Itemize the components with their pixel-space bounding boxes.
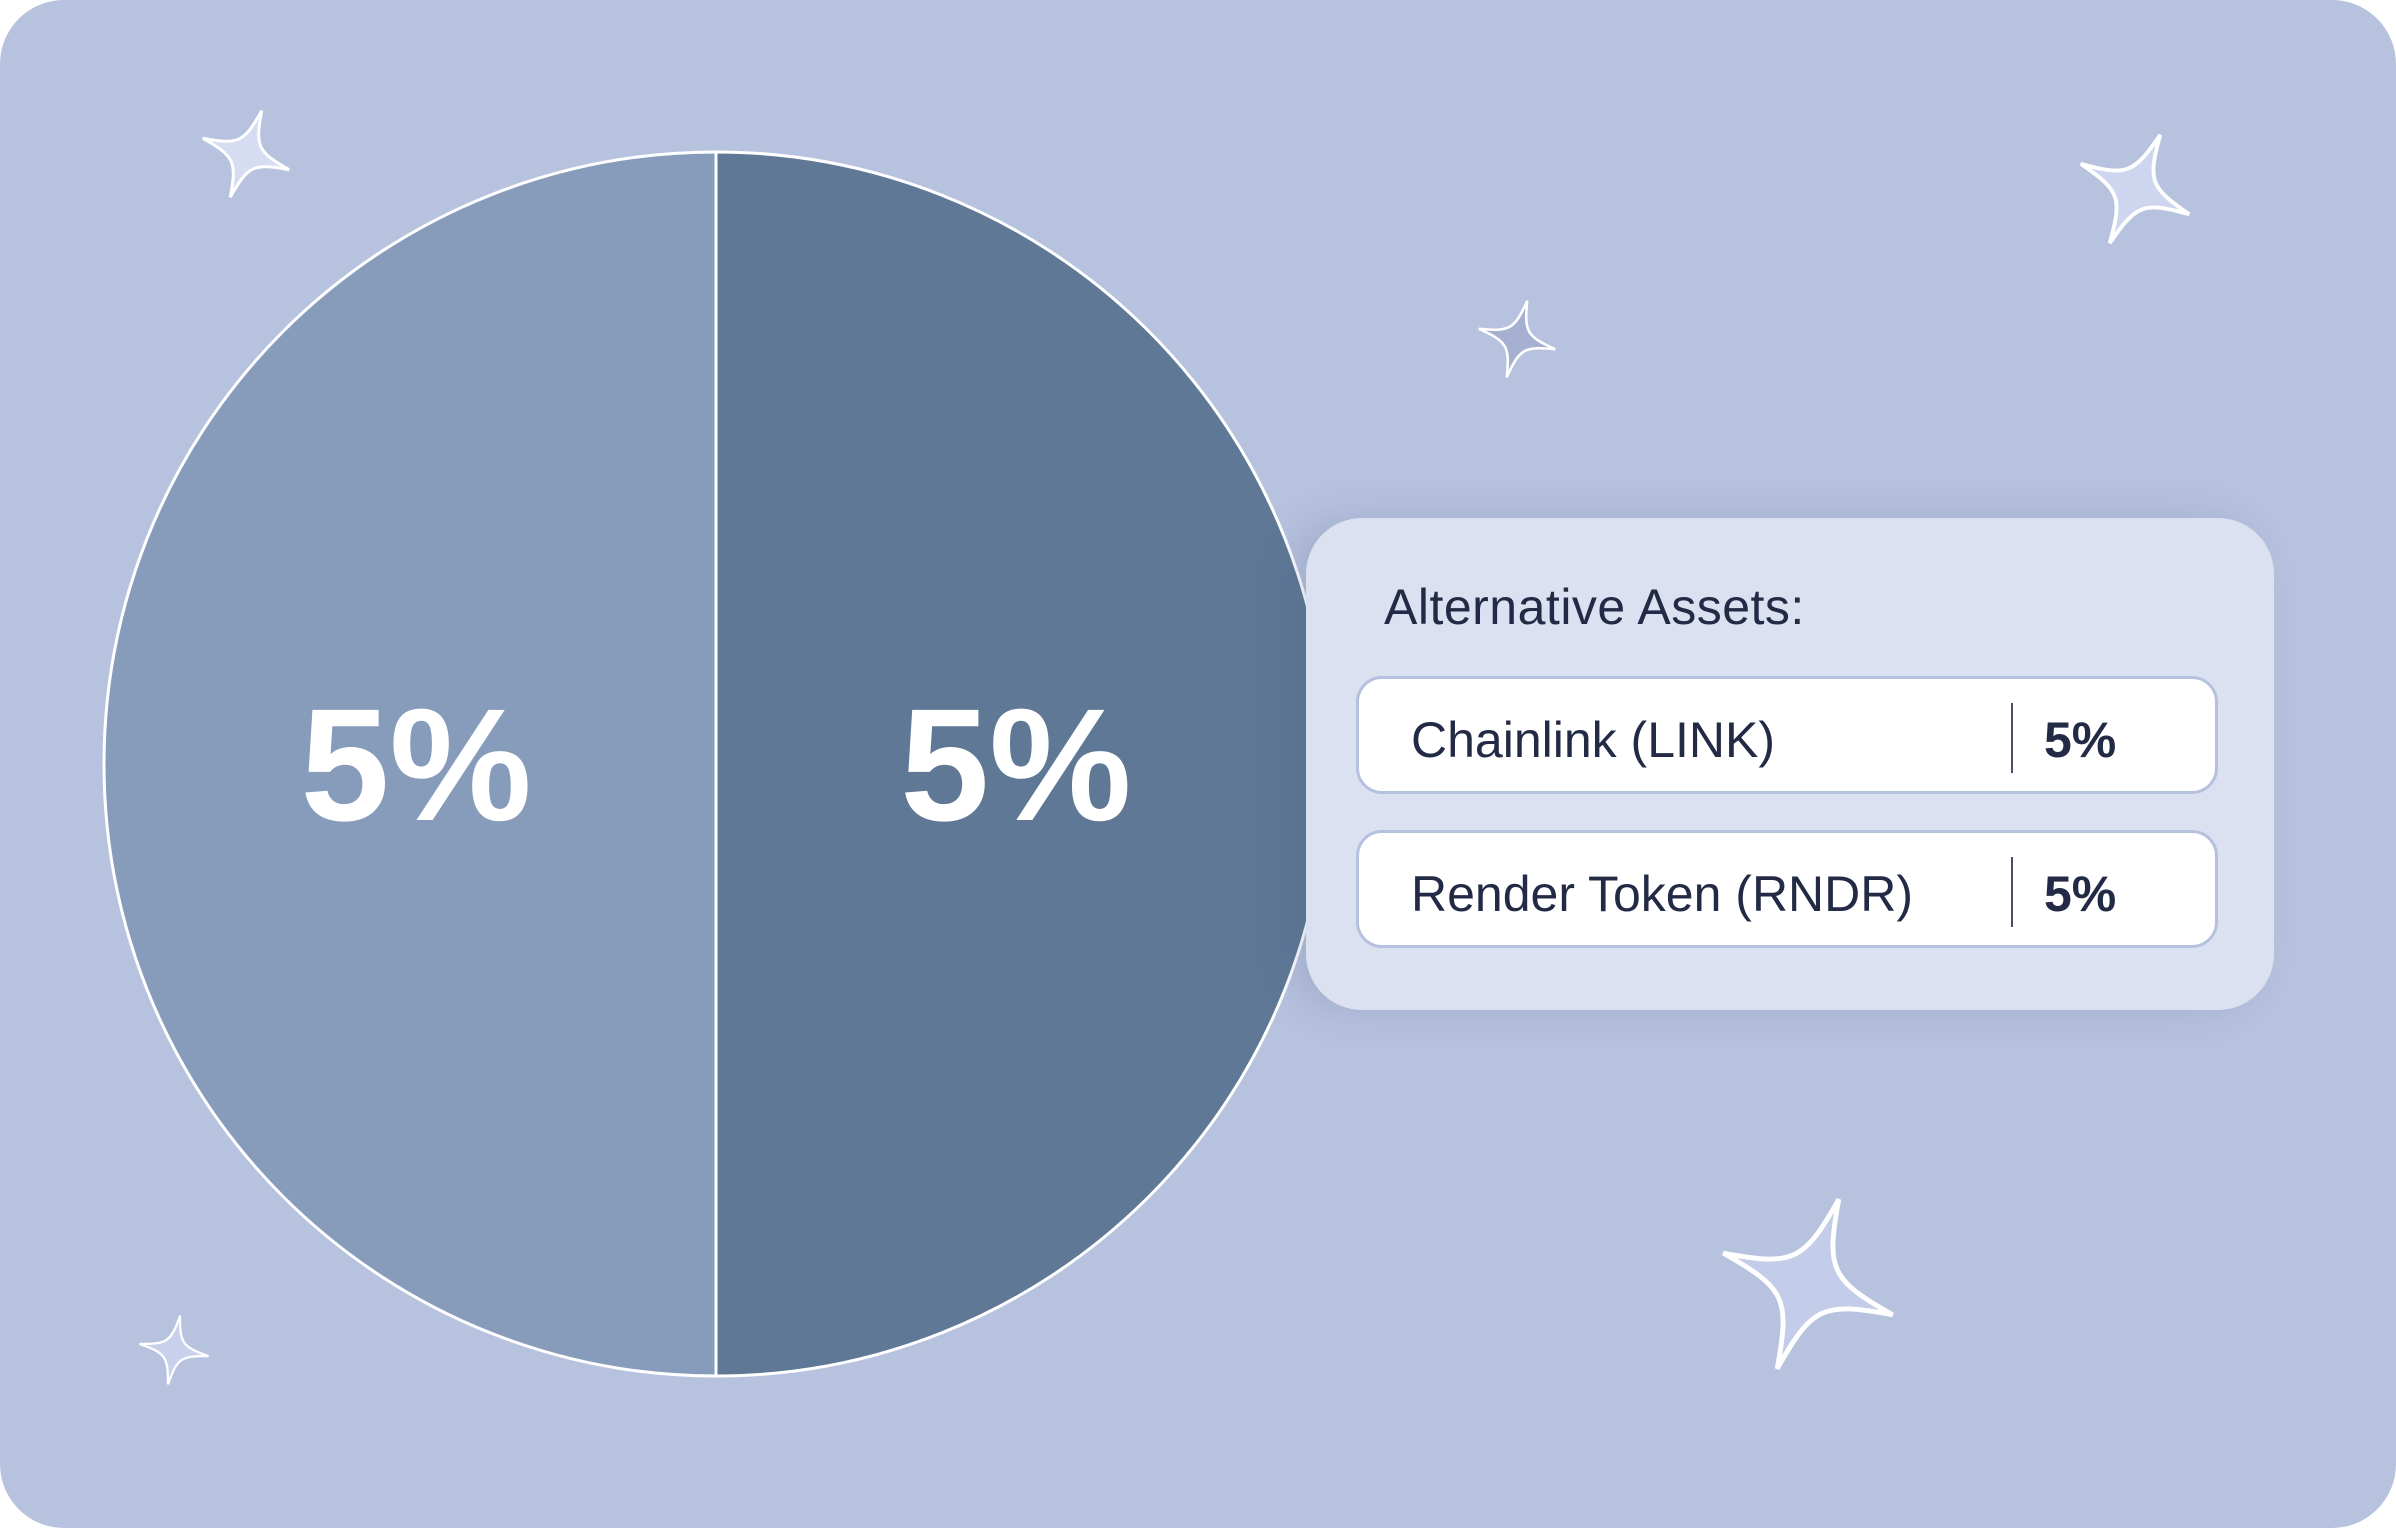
sparkle-icon: [2079, 133, 2191, 245]
legend-item-value: 5%: [2044, 866, 2117, 922]
pie-slice: [102, 150, 718, 1378]
legend-title: Alternative Assets:: [1384, 579, 1805, 635]
legend-divider: [2011, 703, 2013, 773]
pie-slice-label: 5%: [300, 675, 531, 854]
legend-item-value: 5%: [2044, 712, 2117, 768]
sparkle-icon: [1478, 300, 1556, 378]
legend-divider: [2011, 857, 2013, 927]
legend-item-chainlink: Chainlink (LINK) 5%: [1356, 676, 2218, 794]
legend-item-name: Render Token (RNDR): [1411, 866, 1914, 922]
legend-item-name: Chainlink (LINK): [1411, 712, 1776, 768]
legend-item-render-token: Render Token (RNDR) 5%: [1356, 830, 2218, 948]
legend-panel: Alternative Assets: Chainlink (LINK) 5% …: [1306, 518, 2274, 1010]
sparkle-icon: [202, 110, 290, 198]
pie-slice-label: 5%: [900, 675, 1131, 854]
sparkle-icon: [139, 1315, 209, 1385]
sparkle-icon: [1722, 1198, 1894, 1370]
